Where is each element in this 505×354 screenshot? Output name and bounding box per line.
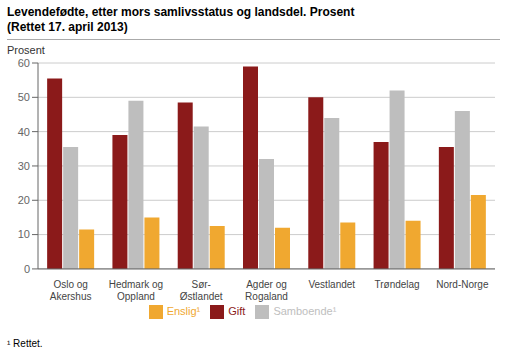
html-text:Levendefødte, etter mors samli: Levendefødte, etter mors samlivsstatus o…: [7, 5, 355, 19]
svg-text:Agder ogRogaland: Agder ogRogaland: [245, 279, 288, 302]
svg-text:Vestlandet: Vestlandet: [308, 279, 355, 290]
html-text:¹ Rettet.: ¹ Rettet.: [7, 338, 43, 349]
html-text:Enslig¹: Enslig¹: [166, 304, 201, 317]
svg-text:Trøndelag: Trøndelag: [374, 279, 419, 290]
svg-text:30: 30: [18, 160, 30, 172]
html-text:Prosent: Prosent: [7, 44, 45, 56]
svg-text:Oslo ogAkershus: Oslo ogAkershus: [50, 279, 92, 302]
html-text:Gift: Gift: [228, 304, 246, 317]
svg-text:60: 60: [18, 57, 30, 69]
svg-text:0: 0: [24, 263, 30, 275]
html-text:Samboende¹: Samboende¹: [273, 304, 337, 317]
svg-text:Hedmark ogOppland: Hedmark ogOppland: [109, 279, 163, 302]
svg-text:Nord-Norge: Nord-Norge: [436, 279, 489, 290]
svg-text:50: 50: [18, 91, 30, 103]
svg-text:40: 40: [18, 126, 30, 138]
svg-text:10: 10: [18, 228, 30, 240]
svg-text:20: 20: [18, 194, 30, 206]
svg-text:Sør-Østlandet: Sør-Østlandet: [180, 279, 223, 302]
html-text:(Rettet 17. april 2013): (Rettet 17. april 2013): [7, 20, 128, 34]
